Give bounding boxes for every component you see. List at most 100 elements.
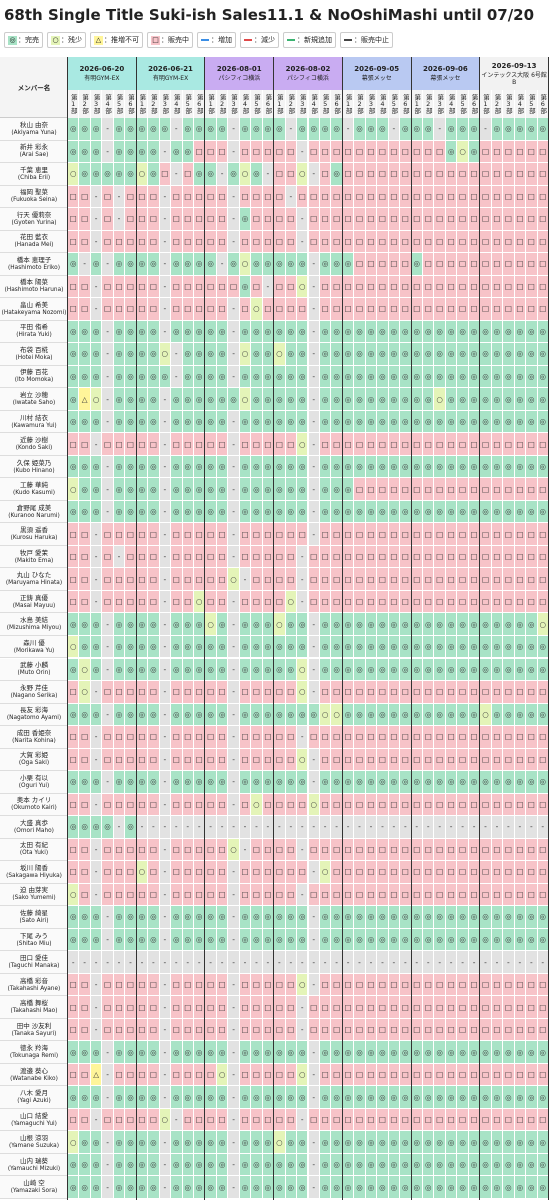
status-cell: ◎ — [148, 365, 159, 388]
status-cell: ◎ — [331, 658, 342, 681]
status-cell: ◎ — [136, 365, 148, 388]
status-cell: □ — [262, 208, 274, 230]
status-cell: ◎ — [445, 118, 457, 140]
member-name-cell: 工藤 華純 (Kudo Kasumi) — [0, 478, 68, 501]
status-cell: □ — [136, 681, 148, 703]
status-cell: □ — [388, 568, 400, 590]
status-cell: □ — [182, 230, 193, 253]
status-cell: ◎ — [182, 906, 193, 928]
status-cell: □ — [308, 726, 319, 748]
status-cell: - — [308, 906, 319, 928]
status-cell: ◎ — [125, 410, 136, 433]
status-cell: ◎ — [297, 906, 308, 928]
status-cell: ◎ — [526, 1131, 537, 1153]
status-cell: □ — [262, 1063, 274, 1086]
status-cell: ◎ — [468, 343, 480, 365]
status-cell: □ — [503, 568, 514, 590]
status-cell: ◎ — [365, 1131, 377, 1153]
status-cell: - — [228, 343, 239, 365]
status-cell: - — [90, 275, 102, 298]
status-cell: □ — [377, 545, 388, 568]
status-cell: ◎ — [514, 455, 526, 478]
status-cell: ◎ — [239, 1086, 251, 1108]
status-cell: □ — [342, 523, 354, 545]
status-cell: □ — [514, 1018, 526, 1041]
member-name: 高橋 舞桜 — [19, 999, 49, 1008]
status-cell: ◎ — [411, 1153, 422, 1176]
status-cell: ◎ — [514, 613, 526, 635]
status-cell: ◎ — [342, 1153, 354, 1176]
status-cell: ◎ — [342, 388, 354, 410]
status-cell: ◎ — [400, 635, 411, 658]
status-cell: ◎ — [400, 1176, 411, 1198]
status-cell: □ — [491, 140, 503, 163]
status-cell: □ — [148, 1018, 159, 1041]
legend-swatch: ◎ — [8, 35, 17, 45]
status-cell: ◎ — [331, 771, 342, 793]
status-cell: ◎ — [388, 658, 400, 681]
status-cell: ◎ — [377, 658, 388, 681]
status-cell: □ — [457, 230, 468, 253]
status-cell: □ — [331, 793, 342, 816]
status-cell: □ — [468, 1018, 480, 1041]
slot-header: 第2部 — [216, 90, 228, 118]
status-cell: ◎ — [526, 703, 537, 726]
status-cell: □ — [182, 185, 193, 208]
status-cell: □ — [262, 298, 274, 320]
status-cell: □ — [434, 433, 445, 455]
status-cell: ◎ — [342, 635, 354, 658]
status-cell: □ — [331, 748, 342, 771]
slot-header: 第6部 — [468, 90, 480, 118]
status-cell: ◎ — [400, 365, 411, 388]
status-cell: □ — [411, 275, 422, 298]
status-cell: ◎ — [423, 658, 434, 681]
status-cell: ◎ — [148, 906, 159, 928]
status-cell: - — [159, 388, 171, 410]
status-cell: - — [102, 635, 113, 658]
status-cell: □ — [354, 726, 365, 748]
status-cell: ○ — [136, 163, 148, 185]
status-cell: ◎ — [68, 703, 79, 726]
status-cell: □ — [136, 433, 148, 455]
status-cell: ◎ — [148, 658, 159, 681]
status-cell: □ — [331, 996, 342, 1018]
status-cell: ◎ — [445, 771, 457, 793]
status-cell: - — [503, 816, 514, 838]
status-cell: ◎ — [79, 478, 90, 500]
status-cell: □ — [400, 568, 411, 590]
status-cell: - — [159, 748, 171, 771]
status-cell: - — [434, 118, 445, 140]
status-cell: ◎ — [297, 410, 308, 433]
status-cell: ◎ — [331, 410, 342, 433]
status-cell: ◎ — [90, 658, 102, 681]
status-cell: ◎ — [354, 500, 365, 523]
status-cell: ◎ — [537, 906, 548, 928]
status-cell: □ — [457, 208, 468, 230]
status-cell: ◎ — [297, 455, 308, 478]
status-cell: □ — [514, 726, 526, 748]
status-cell: ◎ — [400, 1131, 411, 1153]
status-cell: □ — [514, 230, 526, 253]
status-cell: □ — [274, 298, 285, 320]
status-cell: □ — [365, 1108, 377, 1131]
status-cell: □ — [274, 883, 285, 906]
status-cell: ◎ — [136, 1041, 148, 1063]
status-cell: - — [90, 433, 102, 455]
status-cell: □ — [251, 523, 262, 545]
status-cell: - — [102, 928, 113, 951]
status-cell: ◎ — [468, 410, 480, 433]
status-cell: ◎ — [319, 771, 331, 793]
status-cell: □ — [480, 793, 491, 816]
status-cell: □ — [285, 275, 297, 298]
status-cell: ◎ — [182, 500, 193, 523]
status-cell: - — [228, 658, 239, 681]
status-cell: ◎ — [251, 1153, 262, 1176]
status-cell: □ — [503, 1108, 514, 1131]
status-cell: □ — [216, 545, 228, 568]
status-cell: ◎ — [171, 320, 182, 343]
status-cell: □ — [148, 681, 159, 703]
status-cell: □ — [102, 298, 113, 320]
status-cell: - — [102, 343, 113, 365]
status-cell: ◎ — [148, 928, 159, 951]
